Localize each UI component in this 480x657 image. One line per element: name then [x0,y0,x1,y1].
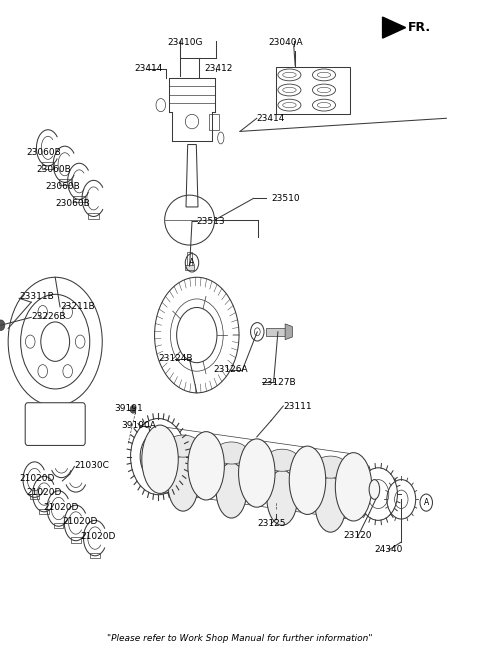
Text: 23120: 23120 [343,531,372,540]
Text: 23040A: 23040A [268,38,303,47]
Bar [209,114,219,130]
Text: 23060B: 23060B [55,199,90,208]
Text: 23414: 23414 [134,64,163,74]
Text: 21020D: 21020D [81,532,116,541]
Text: 23126A: 23126A [213,365,248,374]
Text: 24340: 24340 [374,545,403,555]
Bar [90,553,100,558]
Bar [59,179,71,185]
Text: 23311B: 23311B [19,292,54,302]
Bar [88,213,99,219]
Text: 23060B: 23060B [46,182,80,191]
Bar [266,328,285,336]
Bar [42,162,54,169]
Ellipse shape [239,439,275,507]
Text: 21020D: 21020D [43,503,79,512]
Ellipse shape [336,453,372,521]
Ellipse shape [215,442,248,464]
Ellipse shape [265,449,299,471]
Text: A: A [424,498,429,507]
Ellipse shape [166,435,200,457]
Text: 23127B: 23127B [262,378,296,387]
Text: 23414: 23414 [257,114,285,123]
Ellipse shape [267,470,298,526]
Circle shape [148,442,169,471]
Text: 23124B: 23124B [158,353,192,363]
Ellipse shape [188,432,224,500]
Text: 23211B: 23211B [60,302,95,311]
Text: 23412: 23412 [204,64,233,74]
Text: 21020D: 21020D [19,474,55,483]
Ellipse shape [168,456,198,511]
Bar [54,523,63,528]
Text: 21030C: 21030C [74,461,109,470]
Ellipse shape [369,480,380,499]
Text: "Please refer to Work Shop Manual for further information": "Please refer to Work Shop Manual for fu… [107,634,373,643]
Text: 23111: 23111 [283,401,312,411]
Text: 23410G: 23410G [167,38,203,47]
Text: 39191: 39191 [114,404,143,413]
Ellipse shape [274,509,278,519]
Text: 21020D: 21020D [62,517,98,526]
Text: 39190A: 39190A [122,420,156,430]
Bar [187,252,192,266]
Bar [185,265,194,270]
Text: 23060B: 23060B [36,165,71,174]
Ellipse shape [216,463,247,518]
Circle shape [0,320,5,330]
Text: 23510: 23510 [271,194,300,203]
Ellipse shape [315,477,346,532]
Bar [276,67,350,114]
FancyBboxPatch shape [25,403,85,445]
Bar [71,537,81,543]
Text: 23125: 23125 [257,519,286,528]
Text: 23060B: 23060B [26,148,61,157]
Text: 23513: 23513 [197,217,226,226]
Ellipse shape [289,446,326,514]
Text: A: A [189,258,195,267]
Circle shape [130,405,136,413]
Bar [30,494,39,499]
Text: 21020D: 21020D [26,488,62,497]
Text: FR.: FR. [408,21,431,34]
Ellipse shape [142,425,178,493]
Polygon shape [285,324,292,340]
Ellipse shape [313,456,348,478]
Bar [39,509,49,514]
Bar [73,196,85,202]
Polygon shape [383,17,406,38]
Text: 23226B: 23226B [31,312,66,321]
